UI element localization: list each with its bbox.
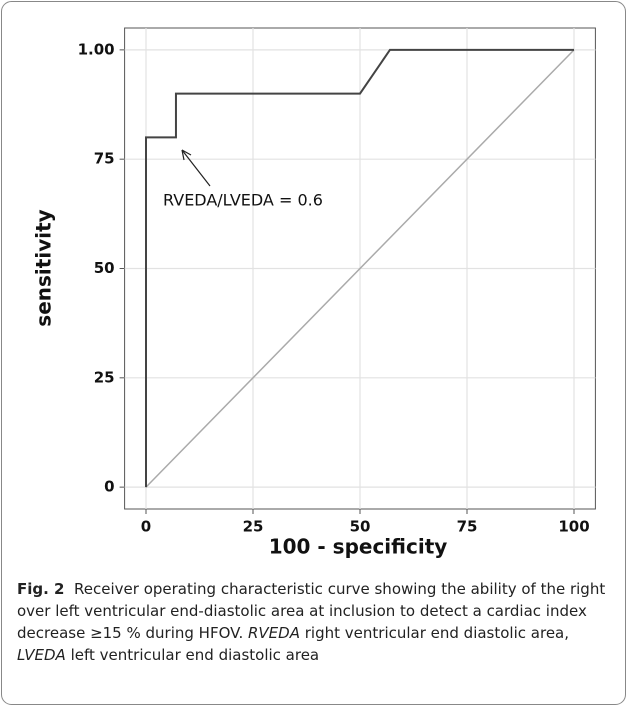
annotation-arrow [181,149,211,187]
line [145,49,575,488]
caption-definition: right ventricular end diastolic area, [304,624,570,642]
caption-abbrev: RVEDA [248,624,300,642]
y-tick-label: 1.00 [78,40,115,58]
caption-definition: left ventricular end diastolic area [70,646,320,664]
caption-text: Receiver operating characteristic curve … [17,580,606,642]
y-axis-title: sensitivity [32,209,56,326]
x-tick-label: 0 [141,518,151,536]
caption-label: Fig. 2 [17,580,65,598]
y-tick-label: 0 [104,478,114,496]
x-tick-label: 25 [243,518,264,536]
annotation-arrowhead [181,149,192,161]
y-tick-label: 25 [94,368,115,386]
x-tick-label: 75 [457,518,478,536]
y-tick-label: 50 [94,259,115,277]
y-tick-label: 75 [94,150,115,168]
annotation: RVEDA/LVEDA = 0.6 [163,191,323,210]
line [145,48,574,488]
caption-abbrev: LVEDA [17,646,66,664]
x-axis-title: 100 - specificity [269,535,448,559]
caption: Fig. 2 Receiver operating characteristic… [17,578,607,666]
x-tick-label: 100 [558,518,589,536]
x-tick-label: 50 [350,518,371,536]
